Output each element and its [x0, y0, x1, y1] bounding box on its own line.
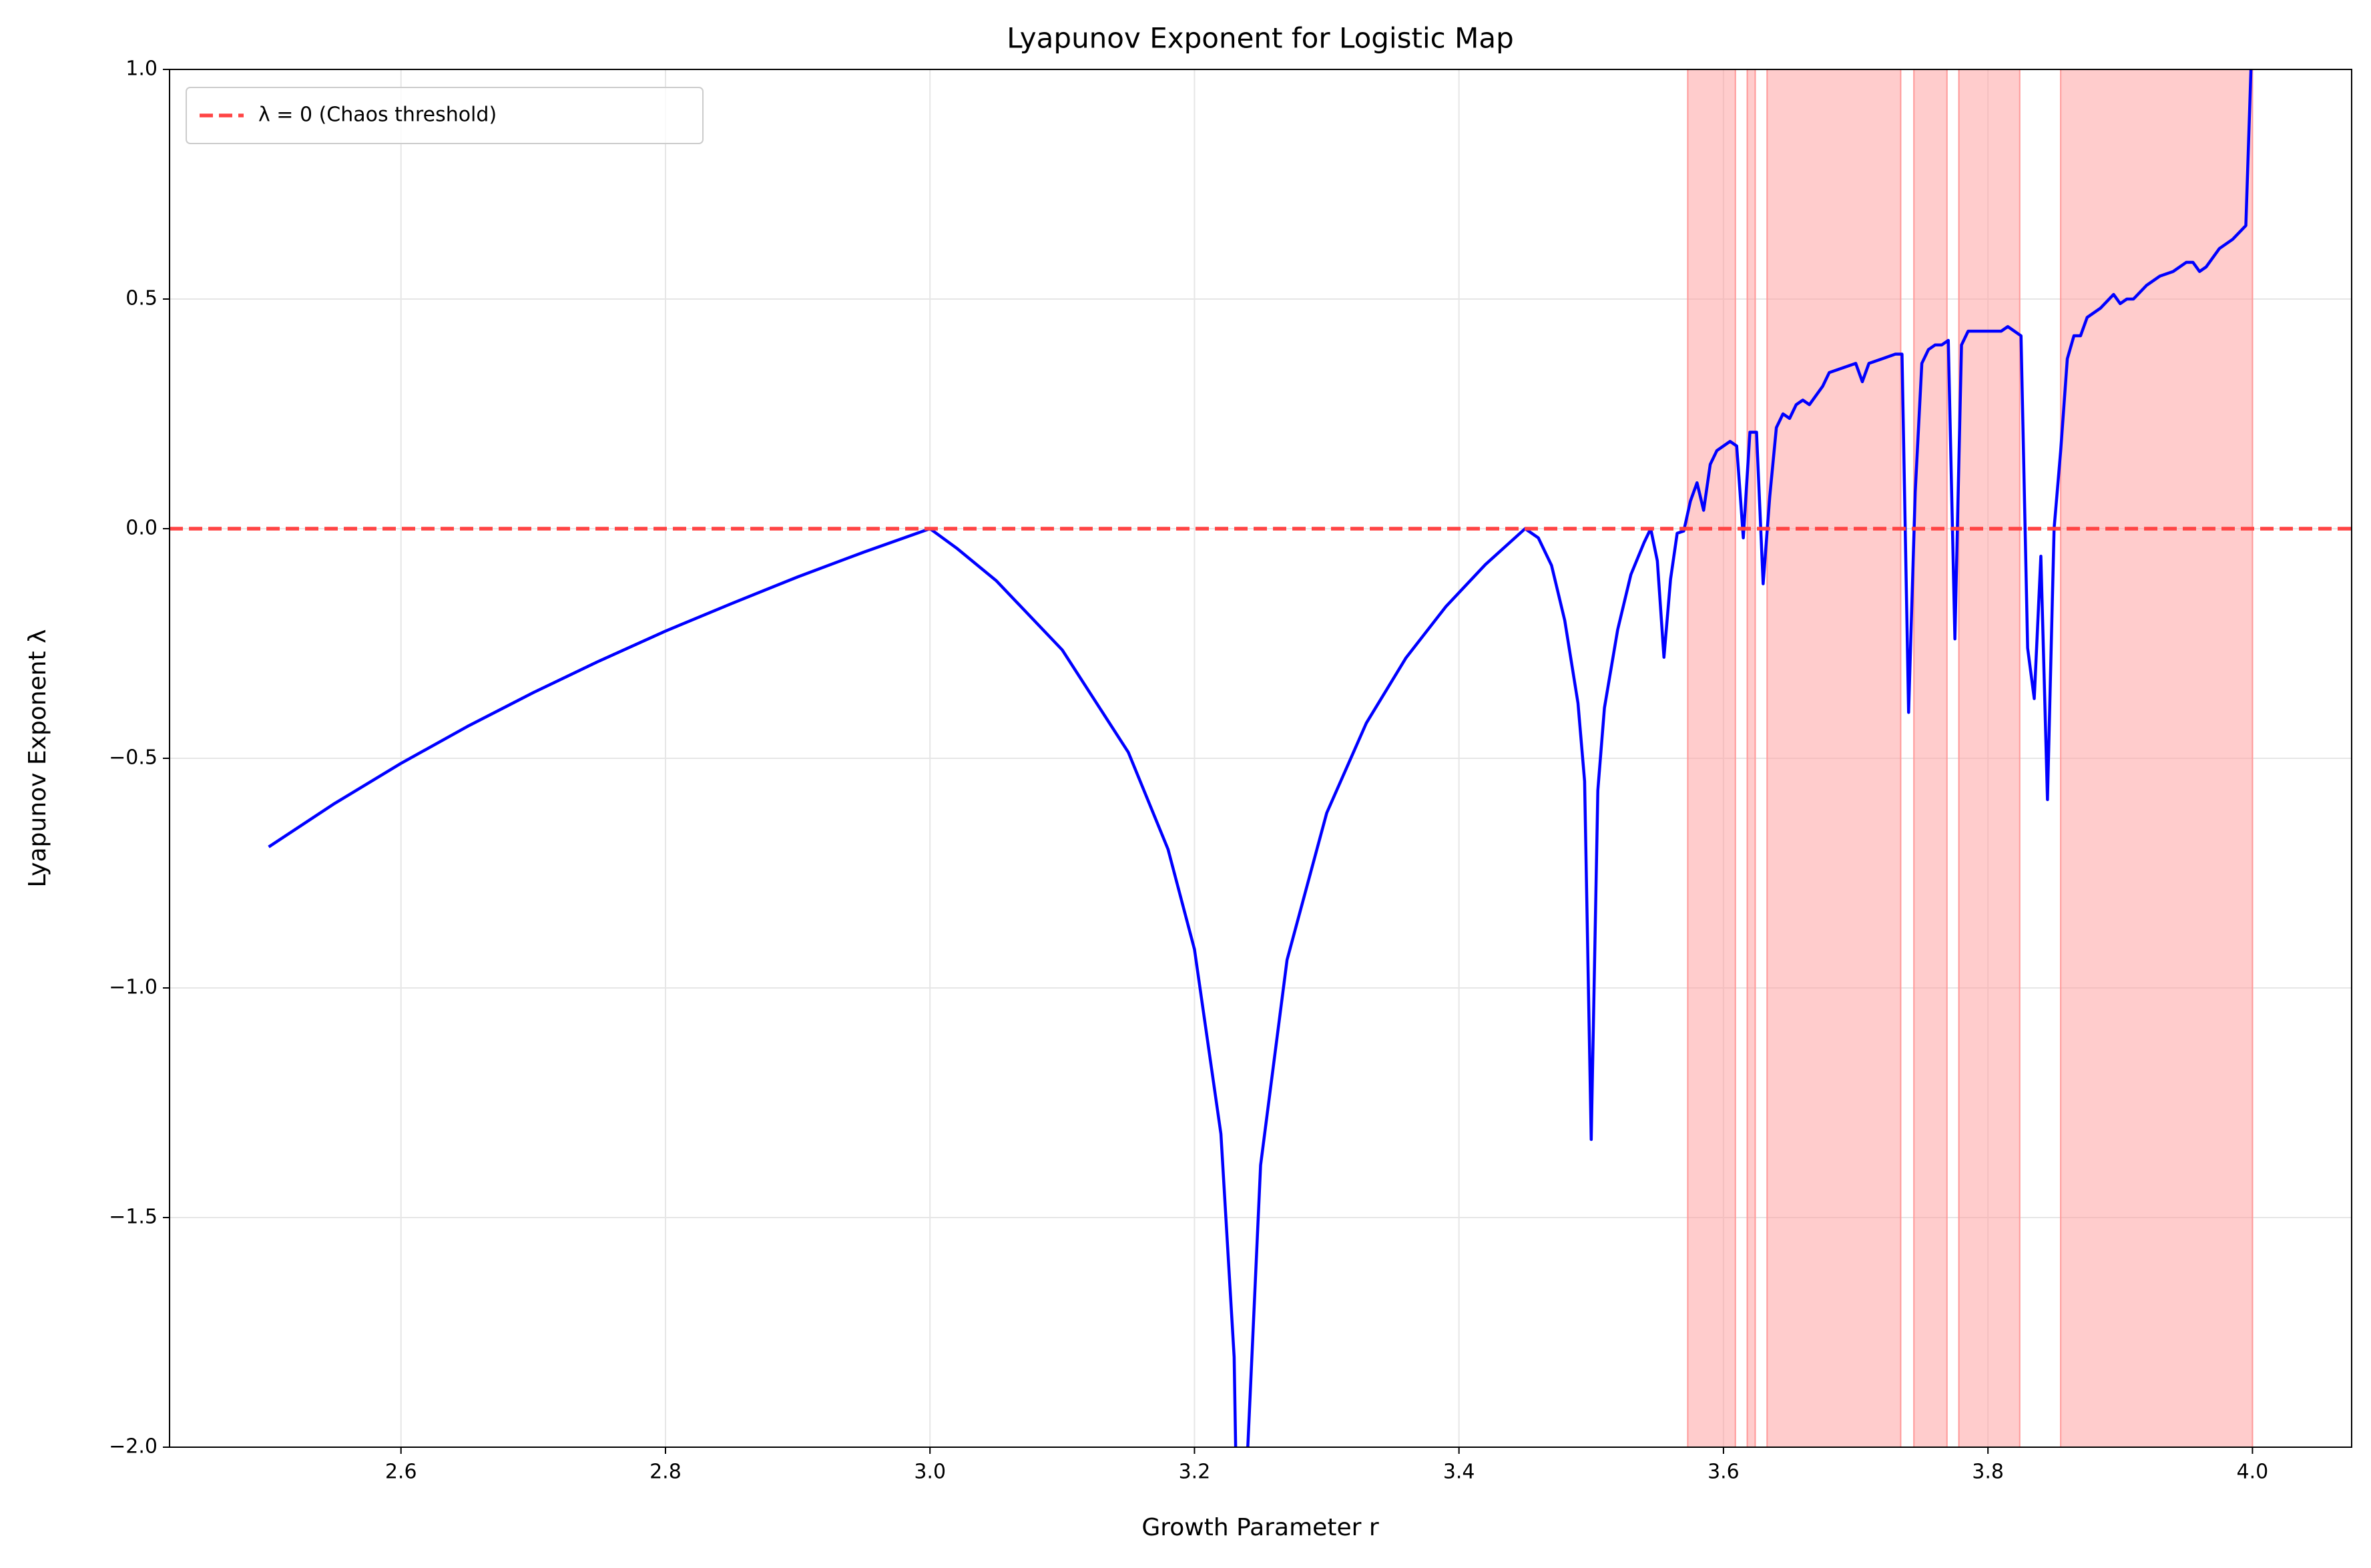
- x-tick-label: 4.0: [2237, 1461, 2269, 1484]
- x-tick-label: 3.8: [1972, 1461, 2004, 1484]
- chaos-region: [1913, 69, 1948, 1448]
- y-tick-label: 0.0: [125, 517, 158, 540]
- x-axis-label: Growth Parameter r: [1141, 1514, 1378, 1541]
- x-tick-label: 2.6: [385, 1461, 417, 1484]
- y-tick-label: −2.0: [109, 1435, 158, 1459]
- chaos-region: [2060, 69, 2254, 1448]
- chart-title: Lyapunov Exponent for Logistic Map: [1007, 22, 1513, 55]
- data-line: [268, 69, 2253, 1447]
- chaos-region: [1687, 69, 1736, 1448]
- x-tick-label: 2.8: [649, 1461, 682, 1484]
- x-tick-label: 3.2: [1179, 1461, 1211, 1484]
- y-tick-label: −0.5: [109, 746, 158, 770]
- plot-area: [170, 69, 2352, 1447]
- axes-frame: [169, 69, 2352, 1448]
- x-tick-label: 3.0: [914, 1461, 946, 1484]
- y-axis-label: Lyapunov Exponent λ: [24, 629, 51, 888]
- chaos-region: [1766, 69, 1902, 1448]
- y-tick-label: 0.5: [125, 287, 158, 310]
- y-tick-label: −1.5: [109, 1206, 158, 1229]
- x-tick-label: 3.6: [1707, 1461, 1740, 1484]
- x-tick-label: 3.4: [1443, 1461, 1475, 1484]
- chaos-region: [1746, 69, 1756, 1448]
- legend-label: λ = 0 (Chaos threshold): [258, 103, 497, 127]
- y-tick-label: −1.0: [109, 976, 158, 999]
- y-tick-label: 1.0: [125, 57, 158, 81]
- legend-box: [186, 87, 704, 144]
- chaos-region: [1958, 69, 2021, 1448]
